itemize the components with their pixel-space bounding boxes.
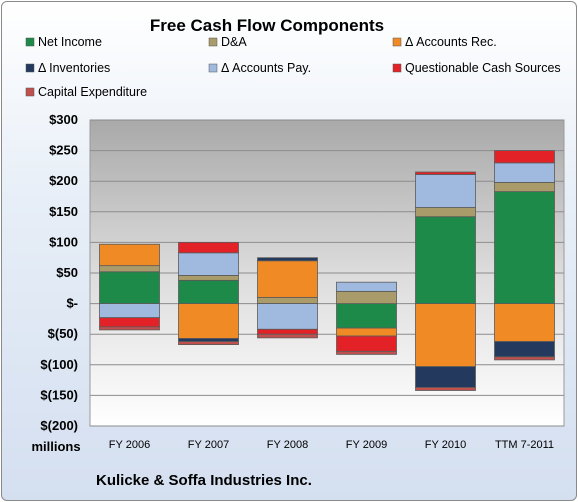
legend-label-d-a: D&A [221, 35, 247, 49]
bar-d-a-ttm-7-2011 [494, 182, 555, 193]
bar-net-income-fy-2010 [415, 216, 476, 304]
bar-accounts-pay-fy-2010 [415, 174, 476, 208]
bar-net-income-ttm-7-2011 [494, 191, 555, 305]
bar-capital-expenditure-fy-2007 [178, 341, 239, 346]
bar-inventories-fy-2010 [415, 366, 476, 388]
company-name: Kulicke & Soffa Industries Inc. [96, 472, 312, 489]
y-tick-label: $300 [49, 112, 78, 127]
bar-questionable-cash-sources-fy-2010 [415, 171, 476, 175]
y-axis-ticks: $300 $250 $200 $150 $100 $50 $- $(50) $(100) $(15… [40, 112, 78, 433]
legend-swatch-d-a [208, 37, 218, 47]
legend-swatch-accounts-pay [208, 63, 218, 73]
legend-swatch-net-income [25, 37, 35, 47]
x-tick-label: FY 2010 [425, 439, 466, 451]
bar-capital-expenditure-fy-2006 [99, 326, 160, 331]
bar-inventories-fy-2008 [257, 257, 318, 262]
bar-capital-expenditure-fy-2008 [257, 333, 318, 339]
y-axis-unit-label: millions [31, 439, 80, 454]
y-tick-label: $200 [49, 173, 78, 188]
y-tick-label: $(50) [48, 326, 78, 341]
bar-questionable-cash-sources-fy-2009 [336, 335, 397, 352]
x-tick-label: FY 2007 [188, 439, 229, 451]
legend-label-accounts-pay: Δ Accounts Pay. [221, 61, 311, 75]
y-tick-label: $(150) [40, 387, 78, 402]
x-axis-ticks: FY 2006 FY 2007 FY 2008 FY 2009 FY 2010 TTM 7… [109, 439, 554, 451]
bar-questionable-cash-sources-fy-2007 [178, 241, 239, 254]
x-tick-label: FY 2006 [109, 439, 150, 451]
y-tick-label: $150 [49, 204, 78, 219]
bar-accounts-pay-ttm-7-2011 [494, 162, 555, 183]
bar-accounts-rec-fy-2006 [99, 243, 160, 267]
legend-label-questionable-cash-sources: Questionable Cash Sources [405, 61, 561, 75]
y-tick-label: $(100) [40, 357, 78, 372]
x-tick-label: TTM 7-2011 [495, 439, 554, 451]
legend-label-inventories: Δ Inventories [38, 61, 110, 75]
bar-net-income-fy-2006 [99, 271, 160, 305]
y-tick-label: $(200) [40, 418, 78, 433]
bar-accounts-pay-fy-2009 [336, 281, 397, 292]
bar-questionable-cash-sources-fy-2008 [257, 328, 318, 335]
bar-questionable-cash-sources-fy-2006 [99, 317, 160, 328]
legend-label-net-income: Net Income [38, 35, 102, 49]
bar-accounts-rec-fy-2008 [257, 260, 318, 298]
legend-label-accounts-rec: Δ Accounts Rec. [405, 35, 497, 49]
gridlines [90, 119, 564, 427]
x-tick-label: FY 2009 [346, 439, 387, 451]
bar-inventories-ttm-7-2011 [494, 341, 555, 358]
y-tick-label: $- [66, 296, 78, 311]
bar-accounts-rec-fy-2009 [336, 327, 397, 337]
bar-accounts-rec-fy-2010 [415, 303, 476, 368]
bars [99, 150, 555, 391]
bar-net-income-fy-2009 [336, 303, 397, 329]
bar-d-a-fy-2006 [99, 265, 160, 273]
bar-d-a-fy-2010 [415, 207, 476, 218]
x-tick-label: FY 2008 [267, 439, 308, 451]
y-tick-label: $250 [49, 143, 78, 158]
bar-questionable-cash-sources-ttm-7-2011 [494, 150, 555, 164]
legend-swatch-inventories [25, 63, 35, 73]
bar-accounts-pay-fy-2007 [178, 252, 239, 276]
bar-accounts-pay-fy-2006 [99, 303, 160, 319]
bar-inventories-fy-2007 [178, 338, 239, 342]
bar-capital-expenditure-fy-2009 [336, 350, 397, 355]
legend-label-capital-expenditure: Capital Expenditure [38, 85, 147, 99]
bar-d-a-fy-2009 [336, 290, 397, 304]
bar-accounts-rec-ttm-7-2011 [494, 303, 555, 342]
chart-title: Free Cash Flow Components [150, 16, 384, 35]
legend-swatch-capital-expenditure [25, 87, 35, 97]
y-tick-label: $50 [56, 265, 78, 280]
bar-net-income-fy-2007 [178, 279, 239, 304]
bar-accounts-pay-fy-2008 [257, 303, 318, 330]
y-tick-label: $100 [49, 234, 78, 249]
bar-d-a-fy-2007 [178, 275, 239, 281]
bar-capital-expenditure-ttm-7-2011 [494, 356, 555, 361]
bar-capital-expenditure-fy-2010 [415, 387, 476, 391]
legend: Net Income D&A Δ Accounts Rec. Δ Inventorie… [25, 35, 561, 99]
legend-swatch-questionable-cash-sources [392, 63, 402, 73]
bar-accounts-rec-fy-2007 [178, 303, 239, 339]
legend-swatch-accounts-rec [392, 37, 402, 47]
bar-d-a-fy-2008 [257, 297, 318, 305]
